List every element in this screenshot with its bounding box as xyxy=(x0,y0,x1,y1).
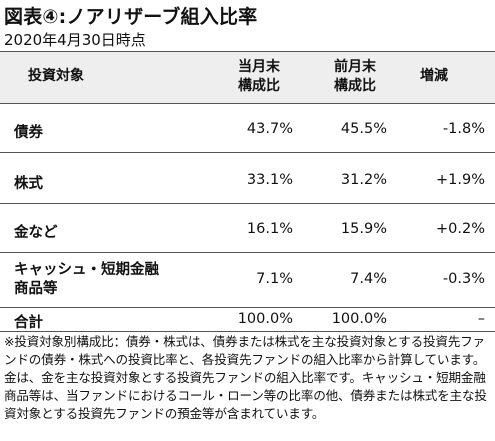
row-bonds-previous: 45.5% xyxy=(340,121,387,137)
row-divider xyxy=(0,203,495,204)
row-label-cash: キャッシュ・短期金融 商品等 xyxy=(14,262,159,297)
row-total-current: 100.0% xyxy=(237,311,293,327)
row-label-bonds: 債券 xyxy=(14,125,43,141)
row-label-stocks: 株式 xyxy=(14,176,43,192)
row-gold-previous: 15.9% xyxy=(340,221,387,237)
row-stocks-previous: 31.2% xyxy=(340,172,387,188)
row-total-change: – xyxy=(477,311,485,327)
table-header-background xyxy=(0,51,495,103)
row-cash-previous: 7.4% xyxy=(350,271,387,287)
row-stocks-current: 33.1% xyxy=(246,172,293,188)
row-gold-current: 16.1% xyxy=(246,221,293,237)
figure-title: 図表④:ノアリザーブ組入比率 xyxy=(4,6,258,28)
row-cash-change: -0.3% xyxy=(442,271,485,287)
header-previous-ratio: 前月末 構成比 xyxy=(334,59,376,94)
header-category: 投資対象 xyxy=(28,68,84,84)
row-total-previous: 100.0% xyxy=(331,311,387,327)
row-gold-change: +0.2% xyxy=(436,221,485,237)
row-bonds-change: -1.8% xyxy=(442,121,485,137)
row-cash-current: 7.1% xyxy=(256,271,293,287)
row-divider xyxy=(0,152,495,153)
allocation-table: 投資対象 当月末 構成比 前月末 構成比 増減 債券 43.7% 45.5% -… xyxy=(0,51,495,332)
header-change: 増減 xyxy=(420,68,448,84)
row-divider xyxy=(0,307,495,308)
row-stocks-change: +1.9% xyxy=(436,172,485,188)
table-top-border xyxy=(0,51,495,52)
row-bonds-current: 43.7% xyxy=(246,121,293,137)
footnote: ※投資対象別構成比：債券・株式は、債券または株式を主な投資対象とする投資先ファン… xyxy=(4,334,487,421)
header-current-ratio: 当月末 構成比 xyxy=(238,59,280,94)
header-bottom-border xyxy=(0,103,495,104)
row-divider xyxy=(0,252,495,253)
row-label-total: 合計 xyxy=(14,315,43,331)
as-of-date: 2020年4月30日時点 xyxy=(4,31,146,49)
table-bottom-border xyxy=(0,331,495,332)
row-label-gold: 金など xyxy=(14,225,58,241)
